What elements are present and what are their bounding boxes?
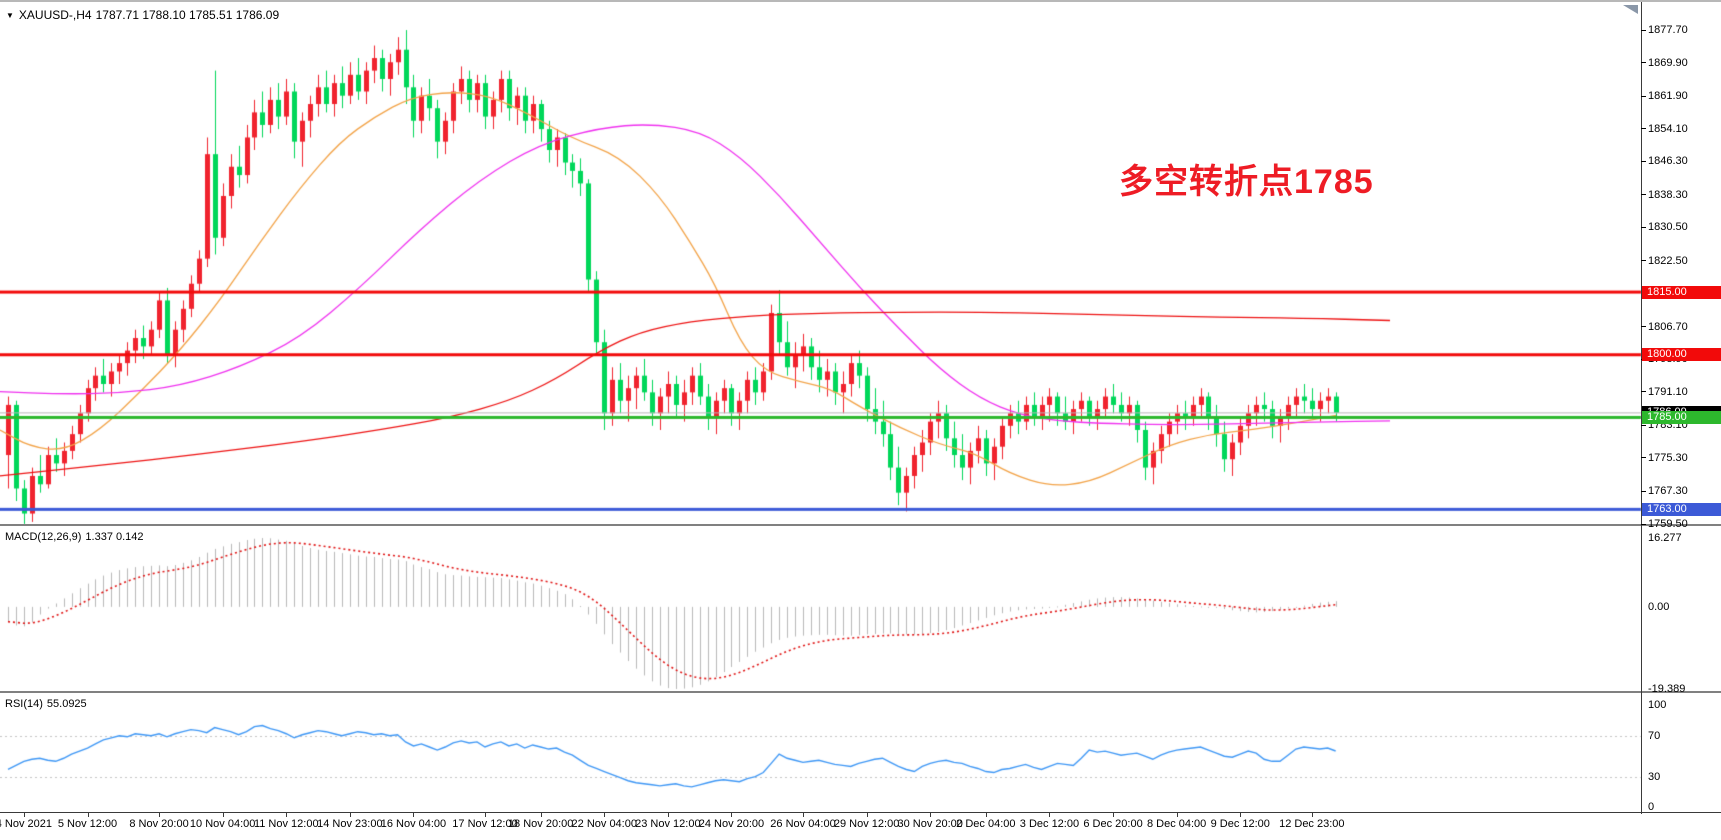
- symbol-dropdown-icon: ▼: [6, 11, 14, 20]
- time-tick-mark: [930, 812, 932, 817]
- rsi-axis-label: 0: [1648, 801, 1655, 814]
- time-tick-mark: [866, 812, 868, 817]
- time-tick-mark: [667, 812, 669, 817]
- price-line-label: 1815.00: [1642, 285, 1721, 299]
- time-axis-label: 30 Nov 20:00: [897, 818, 963, 830]
- time-axis-label: 5 Nov 12:00: [57, 818, 118, 830]
- price-tick-label: 1838.30: [1648, 188, 1688, 201]
- price-line-label: 1763.00: [1642, 502, 1721, 516]
- price-tick-mark: [1641, 62, 1646, 64]
- price-line-label: 1785.00: [1642, 410, 1721, 424]
- rsi-value: 55.0925: [46, 698, 87, 710]
- macd-name: MACD(12,26,9): [5, 531, 82, 543]
- time-tick-mark: [23, 812, 25, 817]
- time-axis-label: 14 Nov 23:00: [317, 818, 383, 830]
- macd-axis-label: 16.277: [1648, 531, 1682, 544]
- price-tick-label: 1869.90: [1648, 56, 1688, 69]
- time-tick-mark: [286, 812, 288, 817]
- time-axis-label: 8 Nov 20:00: [129, 818, 189, 830]
- price-tick-label: 1830.50: [1648, 221, 1688, 234]
- time-tick-mark: [985, 812, 987, 817]
- time-tick-mark: [87, 812, 89, 817]
- price-tick-label: 1767.30: [1648, 485, 1688, 498]
- time-axis-label: 24 Nov 20:00: [698, 818, 765, 830]
- annotation-text: 多空转折点1785: [1119, 163, 1374, 201]
- price-tick-mark: [1641, 160, 1646, 162]
- time-tick-mark: [731, 812, 733, 817]
- time-tick-mark: [803, 812, 804, 817]
- price-tick-label: 1877.70: [1648, 24, 1688, 37]
- time-axis-label: 8 Dec 04:00: [1146, 818, 1207, 830]
- price-tick-mark: [1641, 95, 1646, 97]
- time-tick-mark: [485, 812, 486, 817]
- price-axis-border: [1641, 2, 1642, 814]
- time-tick-mark: [604, 812, 606, 817]
- time-axis-label: 17 Nov 12:00: [452, 818, 518, 830]
- price-tick-mark: [1641, 523, 1646, 525]
- time-axis-label: 26 Nov 04:00: [770, 818, 836, 830]
- price-tick-mark: [1641, 424, 1646, 426]
- time-axis-label: 16 Nov 04:00: [380, 818, 447, 830]
- ohlc-values: 1787.71 1788.10 1785.51 1786.09: [95, 8, 280, 22]
- time-tick-mark: [1311, 812, 1313, 817]
- rsi-name: RSI(14): [5, 698, 43, 710]
- rsi-axis-label: 100: [1648, 699, 1667, 712]
- time-axis-label: 18 Nov 20:00: [507, 818, 574, 830]
- macd-axis-label: 0.00: [1648, 600, 1670, 613]
- price-tick-label: 1775.30: [1648, 451, 1688, 464]
- panel-separator[interactable]: [0, 691, 1721, 693]
- macd-label: MACD(12,26,9) 1.337 0.142: [5, 531, 148, 543]
- time-tick-mark: [1240, 812, 1242, 817]
- time-axis-label: 11 Nov 12:00: [253, 818, 319, 830]
- time-tick-mark: [1113, 812, 1115, 817]
- chart-shift-marker-icon: [1623, 5, 1638, 14]
- time-axis-label: 9 Dec 12:00: [1210, 818, 1270, 830]
- price-tick-mark: [1641, 490, 1646, 492]
- time-tick-mark: [540, 812, 542, 817]
- time-axis-label: 22 Nov 04:00: [571, 818, 637, 830]
- price-tick-label: 1791.10: [1648, 385, 1688, 398]
- time-axis-label: 2 Dec 04:00: [956, 818, 1016, 830]
- chart-header: ▼ XAUUSD-,H4 1787.71 1788.10 1785.51 1786.…: [6, 8, 283, 22]
- time-tick-mark: [159, 812, 161, 817]
- panel-separator[interactable]: [0, 524, 1721, 526]
- time-tick-mark: [1176, 812, 1178, 817]
- price-tick-mark: [1641, 260, 1646, 262]
- symbol-title: XAUUSD-,H4: [18, 8, 92, 22]
- time-axis-label: 12 Dec 23:00: [1279, 818, 1345, 830]
- time-axis-label: 29 Nov 12:00: [833, 818, 900, 830]
- rsi-axis-label: 70: [1648, 729, 1661, 742]
- price-tick-mark: [1641, 457, 1646, 459]
- price-line-label: 1800.00: [1642, 348, 1721, 362]
- time-axis-label: 23 Nov 12:00: [635, 818, 701, 830]
- time-tick-mark: [1049, 812, 1051, 817]
- price-tick-mark: [1641, 226, 1646, 228]
- price-tick-label: 1861.90: [1648, 90, 1688, 103]
- price-tick-label: 1759.50: [1648, 518, 1688, 530]
- time-tick-mark: [349, 812, 351, 817]
- rsi-axis-label: 30: [1648, 770, 1661, 783]
- time-axis-label: 10 Nov 04:00: [189, 818, 256, 830]
- price-tick-mark: [1641, 128, 1646, 130]
- macd-axis-label: -19.389: [1648, 682, 1686, 695]
- price-tick-mark: [1641, 29, 1646, 31]
- time-axis-label: 4 Nov 2021: [0, 818, 53, 830]
- price-tick-mark: [1641, 326, 1646, 328]
- time-tick-mark: [222, 812, 224, 817]
- price-tick-mark: [1641, 194, 1646, 196]
- price-tick-label: 1806.70: [1648, 320, 1688, 333]
- macd-values: 1.337 0.142: [85, 531, 144, 543]
- price-tick-label: 1822.50: [1648, 254, 1688, 267]
- time-tick-mark: [413, 812, 415, 817]
- price-tick-label: 1846.30: [1648, 155, 1688, 168]
- time-axis-label: 6 Dec 20:00: [1083, 818, 1143, 830]
- price-tick-mark: [1641, 391, 1646, 393]
- price-tick-label: 1854.10: [1648, 122, 1688, 135]
- time-axis-label: 3 Dec 12:00: [1019, 818, 1080, 830]
- time-axis-border: [0, 812, 1721, 813]
- rsi-label: RSI(14) 55.0925: [5, 698, 91, 710]
